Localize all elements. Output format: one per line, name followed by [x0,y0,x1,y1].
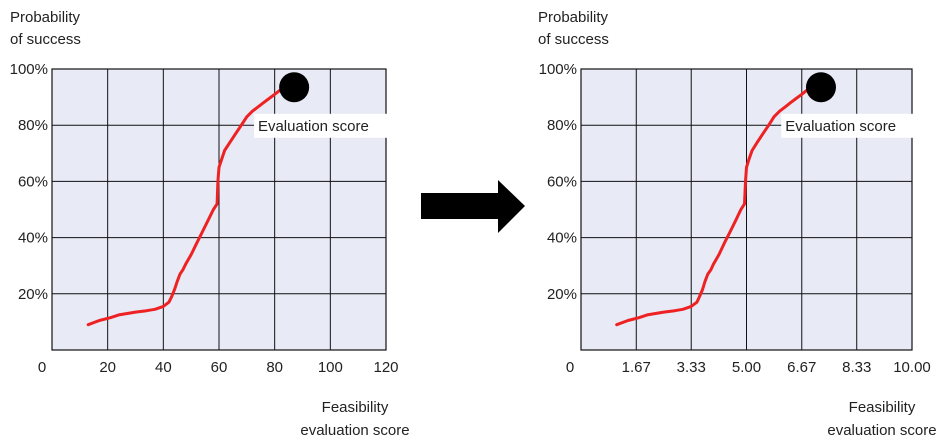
x-axis-title: evaluation score [827,422,936,437]
x-tick-label-origin: 0 [38,359,46,376]
x-tick-label: 100 [318,359,343,376]
right-chart: 20% 40% 60% 80% 100% 0 1.67 3.33 5.00 6.67 8.33 10.… [538,9,937,437]
y-tick-label: 60% [18,173,48,190]
x-tick-label: 3.33 [677,359,706,376]
x-tick-label-origin: 0 [566,359,574,376]
y-tick-label: 40% [547,230,577,247]
annotation-box [253,113,388,138]
evaluation-score-marker [805,72,836,103]
y-tick-label: 100% [539,61,577,78]
x-tick-label: 80 [266,359,283,376]
annotation-label: Evaluation score [785,118,896,135]
x-tick-label: 6.67 [787,359,816,376]
x-tick-label: 120 [373,359,398,376]
arrow-shape [421,180,525,233]
x-tick-label: 40 [155,359,172,376]
x-tick-label: 8.33 [842,359,871,376]
x-axis-title: Feasibility [322,399,389,416]
x-tick-label: 1.67 [622,359,651,376]
y-tick-label: 80% [547,117,577,134]
arrow-right-icon [421,180,525,233]
x-tick-label: 60 [211,359,228,376]
x-tick-label: 5.00 [732,359,761,376]
y-tick-label: 40% [18,230,48,247]
evaluation-score-marker [279,72,310,103]
y-axis-title: Probability [10,9,81,26]
plot-frame [580,68,913,351]
x-axis-title: Feasibility [849,399,916,416]
y-tick-label: 20% [18,286,48,303]
y-tick-label: 20% [547,286,577,303]
plot-frame [51,68,387,351]
series-line [615,88,809,327]
y-axis-title: Probability [538,9,609,26]
x-axis-title: evaluation score [300,422,409,437]
y-tick-label: 60% [547,173,577,190]
y-tick-label: 100% [10,61,48,78]
series-line [86,88,282,327]
annotation-label: Evaluation score [258,118,369,135]
left-chart: 20% 40% 60% 80% 100% 0 20 40 60 80 100 120 Probabili… [10,9,410,437]
y-tick-label: 80% [18,117,48,134]
x-tick-label: 10.00 [893,359,931,376]
y-axis-title: of success [10,31,81,48]
y-axis-title: of success [538,31,609,48]
annotation-box [781,113,916,138]
x-tick-label: 20 [99,359,116,376]
